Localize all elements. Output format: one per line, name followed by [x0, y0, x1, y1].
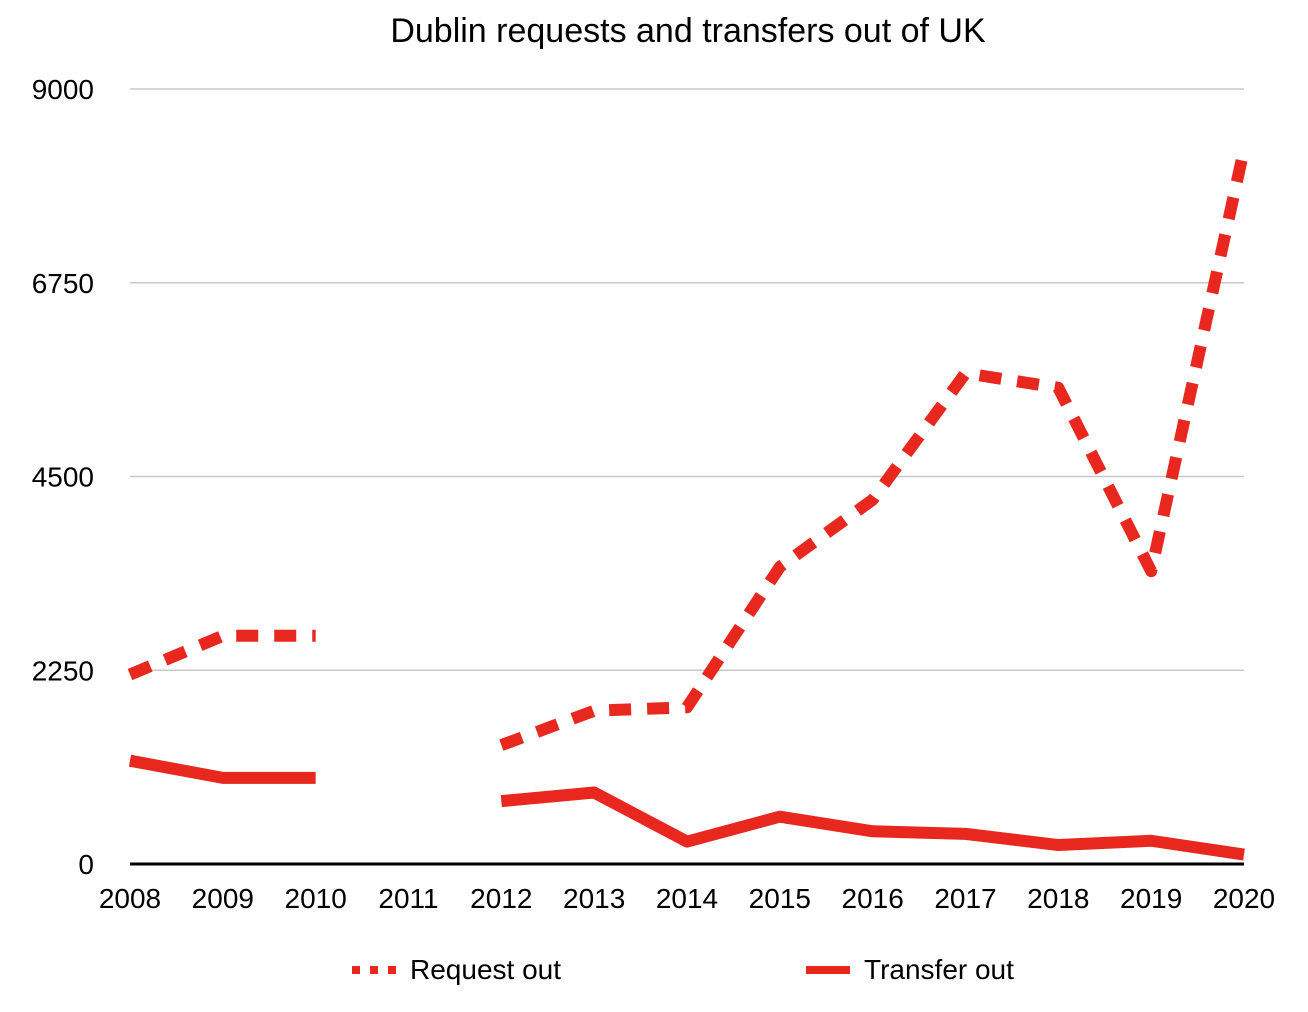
legend-swatch-solid	[806, 966, 850, 974]
transfer-out-line	[500, 786, 1245, 861]
legend-label: Transfer out	[864, 954, 1014, 985]
y-tick-label: 6750	[32, 268, 94, 299]
y-tick-label: 9000	[32, 74, 94, 105]
legend-label: Request out	[410, 954, 561, 985]
legend-item-transfer-out: Transfer out	[806, 950, 1014, 990]
y-tick-label: 0	[78, 849, 94, 880]
request-out-line	[499, 147, 1250, 751]
x-tick-label: 2009	[192, 883, 254, 914]
gridlines	[130, 88, 1244, 866]
y-tick-label: 4500	[32, 462, 94, 493]
x-tick-label: 2015	[749, 883, 811, 914]
legend-swatch-dashed	[352, 966, 396, 974]
series-lines	[127, 147, 1250, 861]
x-tick-label: 2017	[934, 883, 996, 914]
x-tick-label: 2016	[842, 883, 904, 914]
x-tick-label: 2011	[378, 883, 438, 914]
legend-item-request-out: Request out	[352, 950, 561, 990]
request-out-line	[127, 629, 316, 681]
x-tick-label: 2014	[656, 883, 718, 914]
x-tick-label: 2019	[1120, 883, 1182, 914]
chart-title: Dublin requests and transfers out of UK	[390, 12, 986, 50]
y-tick-label: 2250	[32, 655, 94, 686]
x-axis-ticks: 2008 2009 2010 2011 2012 2013 2014 2015 2016 2017…	[99, 883, 1275, 914]
y-axis-ticks: 0 2250 4500 6750 9000	[32, 74, 94, 880]
x-tick-label: 2013	[563, 883, 625, 914]
transfer-out-line	[128, 754, 316, 784]
x-tick-label: 2018	[1027, 883, 1089, 914]
x-tick-label: 2020	[1213, 883, 1275, 914]
x-tick-label: 2012	[470, 883, 532, 914]
x-tick-label: 2008	[99, 883, 161, 914]
x-tick-label: 2010	[285, 883, 347, 914]
